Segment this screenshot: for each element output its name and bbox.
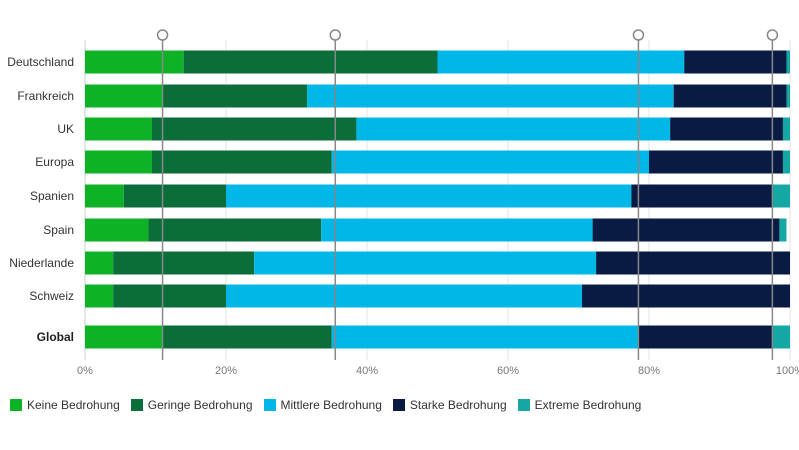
category-label-spain: Spain	[43, 223, 74, 237]
legend-swatch	[10, 399, 22, 411]
legend-item-geringe-bedrohung: Geringe Bedrohung	[130, 398, 253, 412]
bar-europa-geringe-bedrohung	[151, 150, 332, 174]
bar-uk-geringe-bedrohung	[151, 117, 357, 141]
legend-item-extreme-bedrohung: Extreme Bedrohung	[517, 398, 642, 412]
bar-frankreich-geringe-bedrohung	[162, 84, 308, 108]
x-tick-label-60: 60%	[497, 365, 519, 377]
bar-schweiz-geringe-bedrohung	[113, 284, 226, 308]
bar-global-geringe-bedrohung	[162, 325, 332, 349]
legend-item-starke-bedrohung: Starke Bedrohung	[392, 398, 507, 412]
bar-niederlande-keine-bedrohung	[85, 251, 114, 275]
category-label-uk: UK	[57, 122, 74, 136]
legend-swatch	[130, 399, 143, 411]
bar-deutschland-keine-bedrohung	[85, 50, 184, 74]
bar-spanien-extreme-bedrohung	[772, 184, 790, 208]
bar-spanien-keine-bedrohung	[85, 184, 124, 208]
marker-circle-4	[766, 29, 779, 41]
bar-spain-keine-bedrohung	[85, 218, 149, 242]
bar-schweiz-starke-bedrohung	[582, 284, 790, 308]
bar-spanien-mittlere-bedrohung	[226, 184, 632, 208]
bar-frankreich-keine-bedrohung	[85, 84, 163, 108]
category-label-europa: Europa	[35, 155, 74, 169]
category-label-frankreich: Frankreich	[17, 89, 74, 103]
category-label-niederlande: Niederlande	[9, 256, 74, 270]
bar-europa-starke-bedrohung	[649, 150, 783, 174]
bar-spain-extreme-bedrohung	[779, 218, 787, 242]
chart-svg: Deutschland Frankreich UK Europa Spanien Spai…	[7, 29, 799, 377]
legend-label: Mittlere Bedrohung	[280, 398, 382, 412]
category-label-deutschland: Deutschland	[7, 55, 74, 69]
bar-niederlande-geringe-bedrohung	[113, 251, 255, 275]
marker-circle-1	[156, 29, 169, 41]
legend-label: Starke Bedrohung	[409, 398, 507, 412]
bar-europa-extreme-bedrohung	[782, 150, 790, 174]
bar-global-starke-bedrohung	[638, 325, 773, 349]
bar-frankreich-starke-bedrohung	[673, 84, 787, 108]
bar-deutschland-extreme-bedrohung	[786, 50, 790, 74]
bar-global-mittlere-bedrohung	[331, 325, 639, 349]
bar-schweiz-keine-bedrohung	[85, 284, 114, 308]
legend-swatch	[263, 399, 276, 411]
legend-label: Geringe Bedrohung	[147, 398, 253, 412]
bar-spanien-starke-bedrohung	[631, 184, 773, 208]
x-tick-label-0: 0%	[77, 365, 93, 377]
bar-schweiz-mittlere-bedrohung	[226, 284, 583, 308]
x-tick-label-80: 80%	[638, 365, 660, 377]
bar-uk-starke-bedrohung	[670, 117, 783, 141]
legend-item-keine-bedrohung: Keine Bedrohung	[10, 398, 120, 412]
legend-swatch	[517, 399, 530, 411]
chart-legend: Keine Bedrohung Geringe Bedrohung Mittlere…	[10, 398, 652, 412]
bar-spain-mittlere-bedrohung	[321, 218, 593, 242]
category-label-spanien: Spanien	[30, 189, 74, 203]
bar-uk-keine-bedrohung	[85, 117, 152, 141]
x-tick-label-20: 20%	[215, 365, 237, 377]
marker-circle-2	[329, 29, 342, 41]
x-tick-label-100: 100%	[776, 365, 799, 377]
bar-deutschland-mittlere-bedrohung	[437, 50, 685, 74]
bar-europa-keine-bedrohung	[85, 150, 152, 174]
bar-spain-geringe-bedrohung	[148, 218, 322, 242]
bar-frankreich-mittlere-bedrohung	[307, 84, 674, 108]
bar-europa-mittlere-bedrohung	[331, 150, 649, 174]
bar-uk-extreme-bedrohung	[782, 117, 790, 141]
bar-deutschland-starke-bedrohung	[684, 50, 787, 74]
category-label-global: Global	[37, 330, 74, 344]
bar-frankreich-extreme-bedrohung	[786, 84, 790, 108]
bar-spain-starke-bedrohung	[592, 218, 780, 242]
bar-spanien-geringe-bedrohung	[123, 184, 226, 208]
bar-niederlande-mittlere-bedrohung	[254, 251, 597, 275]
bar-deutschland-geringe-bedrohung	[183, 50, 438, 74]
legend-item-mittlere-bedrohung: Mittlere Bedrohung	[263, 398, 382, 412]
marker-circle-3	[632, 29, 645, 41]
x-tick-label-40: 40%	[356, 365, 378, 377]
bar-global-keine-bedrohung	[85, 325, 163, 349]
legend-swatch	[392, 399, 405, 411]
bar-global-extreme-bedrohung	[772, 325, 790, 349]
bar-uk-mittlere-bedrohung	[356, 117, 671, 141]
legend-label: Keine Bedrohung	[27, 398, 120, 412]
category-label-schweiz: Schweiz	[29, 289, 74, 303]
bar-niederlande-starke-bedrohung	[596, 251, 790, 275]
legend-label: Extreme Bedrohung	[534, 398, 642, 412]
